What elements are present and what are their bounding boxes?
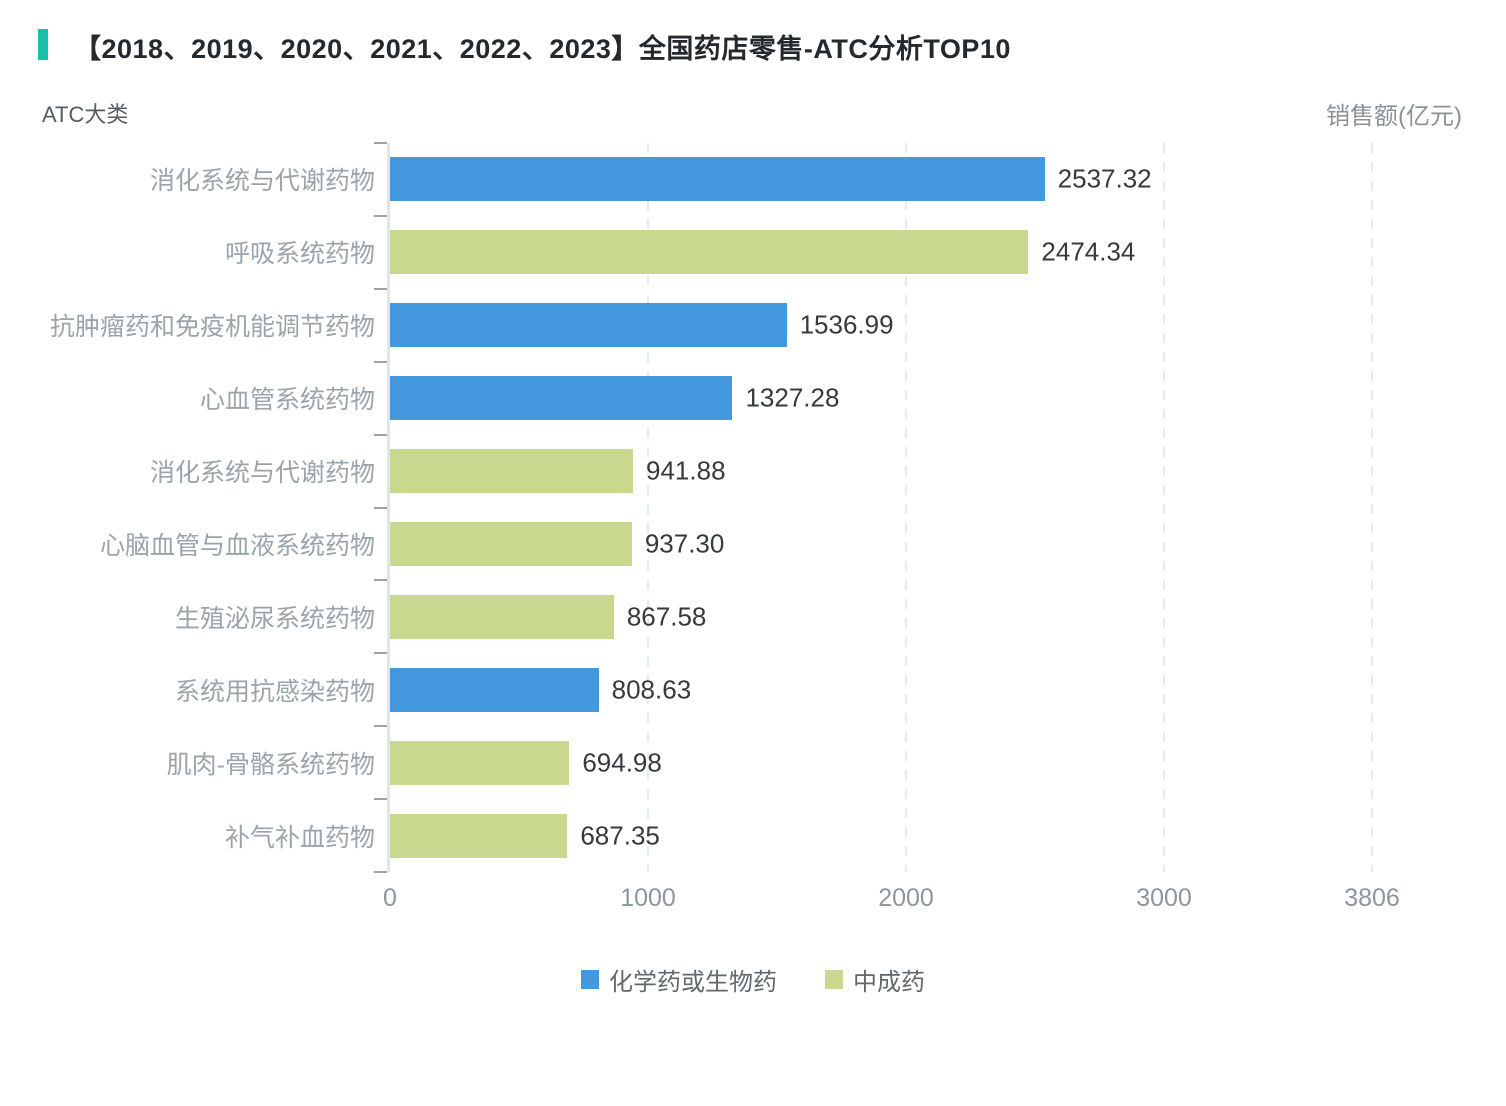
bar-中成药[interactable] [390, 449, 634, 494]
value-label: 937.30 [644, 528, 725, 559]
chart-title: 【2018、2019、2020、2021、2022、2023】全国药店零售-AT… [74, 34, 1011, 64]
x-tick-label: 0 [383, 884, 397, 912]
bar-化学药或生物药[interactable] [390, 157, 1045, 202]
value-label: 808.63 [611, 674, 692, 705]
title-accent-bar [38, 29, 48, 60]
bar-中成药[interactable] [390, 594, 614, 639]
bar-化学药或生物药[interactable] [390, 376, 733, 421]
value-label: 867.58 [626, 601, 707, 632]
y-axis-tick [374, 798, 387, 801]
y-axis-tick [374, 360, 387, 363]
category-label: 系统用抗感染药物 [174, 677, 375, 706]
plot-area: 0 1000 2000 3000 3806 消化系统与代谢药物 2537.32 呼吸系统药物… [50, 142, 1400, 912]
y-axis-tick [374, 506, 387, 509]
y-axis-tick [374, 433, 387, 436]
category-label: 心血管系统药物 [199, 386, 375, 415]
bar-row: 生殖泌尿系统药物 867.58 [175, 580, 1372, 653]
bar-row: 消化系统与代谢药物 2537.32 [150, 143, 1372, 216]
x-tick-label: 2000 [878, 884, 934, 912]
bar-中成药[interactable] [390, 230, 1029, 275]
bar-row: 消化系统与代谢药物 941.88 [150, 435, 1372, 508]
x-tick-label: 1000 [620, 884, 676, 912]
y-axis-tick [374, 652, 387, 655]
category-label: 抗肿瘤药和免疫机能调节药物 [49, 313, 375, 342]
legend-item-化学药或生物药[interactable]: 化学药或生物药 [581, 962, 777, 997]
bar-row: 补气补血药物 687.35 [225, 799, 1372, 872]
gridline-3000 [1163, 143, 1166, 872]
bar-中成药[interactable] [390, 813, 568, 858]
value-label: 2537.32 [1057, 163, 1152, 194]
bar-中成药[interactable] [390, 740, 570, 785]
value-label: 941.88 [646, 455, 726, 486]
y-axis-tick [374, 142, 387, 144]
x-axis-title: 销售额(亿元) [1326, 103, 1462, 130]
category-label: 补气补血药物 [224, 823, 375, 852]
category-label: 消化系统与代谢药物 [149, 459, 375, 488]
bar-row: 系统用抗感染药物 808.63 [175, 653, 1372, 726]
bar-化学药或生物药[interactable] [390, 667, 599, 712]
legend-swatch-icon [825, 970, 843, 989]
y-axis-tick [374, 214, 387, 217]
y-axis-tick [374, 287, 387, 290]
category-label: 生殖泌尿系统药物 [174, 604, 375, 633]
legend: 化学药或生物药 中成药 [0, 962, 1506, 997]
bar-row: 抗肿瘤药和免疫机能调节药物 1536.99 [50, 289, 1372, 362]
value-label: 687.35 [580, 820, 660, 851]
bar-化学药或生物药[interactable] [390, 303, 787, 348]
legend-label: 中成药 [853, 969, 925, 996]
x-tick-label: 3000 [1136, 884, 1192, 912]
value-label: 1536.99 [799, 309, 894, 340]
bar-row: 心脑血管与血液系统药物 937.30 [100, 508, 1372, 581]
y-axis-title: ATC大类 [42, 102, 129, 127]
gridline-3806 [1371, 143, 1373, 872]
value-label: 1327.28 [745, 382, 840, 413]
bar-row: 心血管系统药物 1327.28 [200, 362, 1372, 435]
category-label: 呼吸系统药物 [224, 240, 375, 269]
bar-row: 呼吸系统药物 2474.34 [225, 216, 1372, 289]
value-label: 2474.34 [1041, 236, 1136, 267]
y-axis-line [387, 143, 390, 872]
category-label: 心脑血管与血液系统药物 [99, 531, 375, 560]
legend-swatch-icon [581, 970, 599, 989]
gridline-1000 [647, 143, 649, 872]
x-axis-tick-labels: 0 1000 2000 3000 3806 [383, 872, 1400, 912]
y-axis-tick [374, 579, 387, 582]
legend-item-中成药[interactable]: 中成药 [825, 962, 925, 997]
category-label: 肌肉-骨骼系统药物 [166, 750, 375, 779]
y-axis-tick [374, 725, 387, 728]
bar-中成药[interactable] [390, 521, 632, 566]
legend-label: 化学药或生物药 [609, 969, 777, 996]
bar-row: 肌肉-骨骼系统药物 694.98 [167, 726, 1372, 799]
x-tick-label: 3806 [1344, 884, 1400, 912]
value-label: 694.98 [582, 747, 662, 778]
category-label: 消化系统与代谢药物 [149, 167, 375, 196]
y-axis-tick [374, 871, 387, 873]
gridline-2000 [905, 143, 908, 872]
